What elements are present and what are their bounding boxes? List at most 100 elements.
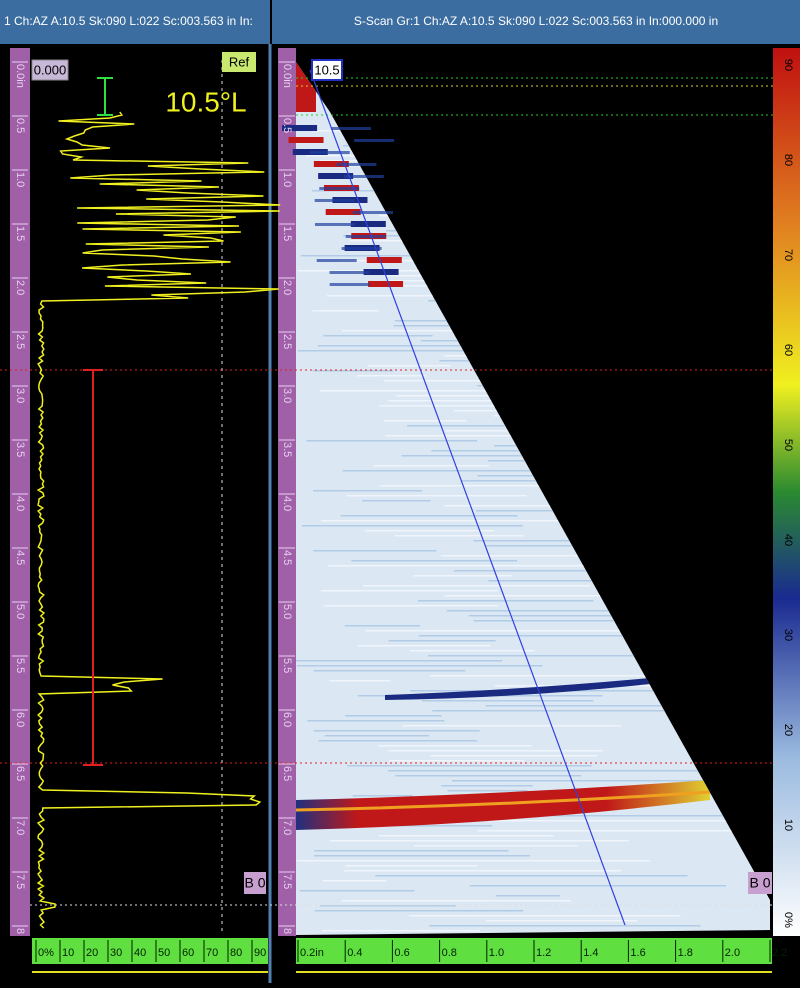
depth-label: 0.5	[281, 118, 293, 133]
amplitude-label: 70	[206, 947, 218, 959]
amplitude-label: 90	[254, 947, 266, 959]
depth-label: 5.5	[14, 658, 26, 673]
texture	[315, 910, 523, 912]
depth-label: 6.0	[14, 712, 26, 727]
texture	[428, 655, 635, 657]
texture	[496, 895, 560, 897]
amplitude-label: 20	[86, 947, 98, 959]
color-scale-label: 30	[782, 629, 794, 641]
depth-label: 1.0	[281, 172, 293, 187]
color-scale	[773, 48, 800, 936]
texture	[365, 530, 495, 532]
depth-label: 7.0	[14, 820, 26, 835]
indication	[346, 235, 386, 238]
texture	[341, 900, 571, 902]
texture	[374, 465, 489, 467]
texture	[430, 755, 597, 757]
header-left-text: 1 Ch:AZ A:10.5 Sk:090 L:022 Sc:003.563 i…	[4, 14, 253, 28]
color-scale-label: 50	[782, 439, 794, 451]
depth-label: 7.5	[281, 874, 293, 889]
index-label: 1.2	[536, 947, 551, 959]
texture	[379, 745, 533, 747]
color-scale-label: 0%	[782, 912, 794, 928]
texture	[474, 620, 637, 622]
texture	[358, 645, 491, 647]
texture	[357, 375, 426, 377]
texture	[300, 890, 415, 892]
header-right-text: S-Scan Gr:1 Ch:AZ A:10.5 Sk:090 L:022 Sc…	[354, 14, 718, 28]
color-scale-label: 80	[782, 154, 794, 166]
texture	[345, 625, 420, 627]
texture	[313, 550, 436, 552]
texture	[353, 795, 413, 797]
index-label: 0.6	[394, 947, 409, 959]
angle-readout: 10.5°L	[165, 86, 246, 117]
depth-label: 8	[281, 928, 293, 934]
texture	[389, 760, 524, 762]
depth-label: 7.5	[14, 874, 26, 889]
index-label: 1.6	[630, 947, 645, 959]
depth-label: 4.0	[281, 496, 293, 511]
texture	[325, 735, 429, 737]
b-tag: B 0	[244, 875, 265, 891]
texture	[297, 665, 543, 667]
texture	[324, 605, 497, 607]
texture	[346, 865, 478, 867]
texture	[344, 870, 621, 872]
texture	[394, 535, 523, 537]
texture	[363, 585, 590, 587]
texture	[388, 750, 603, 752]
texture	[306, 440, 477, 442]
texture	[477, 830, 744, 832]
texture	[312, 310, 378, 312]
indication	[368, 281, 403, 287]
indication	[353, 211, 393, 214]
texture	[296, 660, 502, 662]
depth-label: 6.5	[14, 766, 26, 781]
texture	[452, 780, 720, 782]
depth-label: 1.5	[14, 226, 26, 241]
texture	[314, 855, 530, 857]
texture	[442, 785, 533, 787]
angle-tag: 10.5	[314, 62, 339, 77]
texture	[346, 495, 527, 497]
amplitude-label: 80	[230, 947, 242, 959]
texture	[486, 920, 637, 922]
amplitude-label: 50	[158, 947, 170, 959]
depth-label: 8	[14, 928, 26, 934]
texture	[384, 420, 467, 422]
texture	[414, 845, 578, 847]
texture	[409, 915, 681, 917]
texture	[323, 335, 432, 337]
texture	[341, 515, 518, 517]
index-label: 1.8	[678, 947, 693, 959]
texture	[321, 590, 498, 592]
depth-label: 3.0	[14, 388, 26, 403]
texture	[345, 715, 442, 717]
index-label: 0.4	[347, 947, 362, 959]
texture	[432, 710, 704, 712]
depth-label: 0.5	[14, 118, 26, 133]
texture	[389, 640, 496, 642]
indication	[317, 259, 357, 262]
index-label: 2.0	[725, 947, 740, 959]
depth-label: 3.5	[14, 442, 26, 457]
texture	[368, 365, 451, 367]
texture	[375, 875, 687, 877]
depth-label: 1.0	[14, 172, 26, 187]
color-scale-label: 90	[782, 59, 794, 71]
amplitude-label: 0%	[38, 947, 54, 959]
indication	[367, 257, 402, 263]
indication	[331, 127, 371, 130]
indication	[330, 271, 370, 274]
texture	[322, 930, 480, 932]
indication	[315, 199, 355, 202]
texture	[314, 670, 466, 672]
b-tag: B 0	[749, 875, 770, 891]
indication	[351, 221, 386, 227]
texture	[351, 560, 517, 562]
texture	[323, 880, 387, 882]
texture	[297, 860, 651, 862]
index-label: 0.8	[442, 947, 457, 959]
indication	[354, 139, 394, 142]
